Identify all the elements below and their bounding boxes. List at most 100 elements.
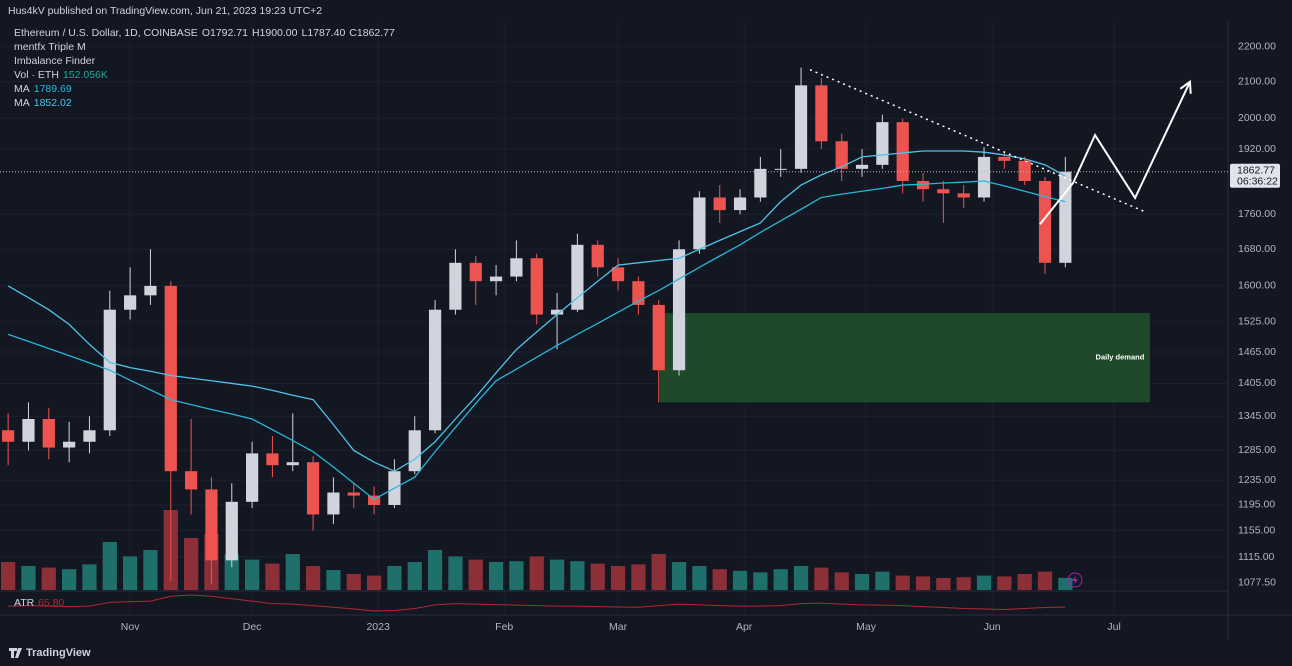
y-tick-label: 1077.50	[1238, 576, 1276, 588]
candle-body	[1018, 160, 1031, 181]
x-tick-label: Feb	[495, 621, 513, 633]
x-tick-label: Jul	[1107, 621, 1120, 633]
ohlc-label: C1862.77	[349, 27, 395, 39]
ohlc-label: H1900.00	[252, 27, 298, 39]
y-tick-label: 1680.00	[1238, 243, 1276, 255]
candle-body	[286, 462, 299, 466]
candle-body	[672, 249, 686, 371]
volume-bar	[265, 563, 280, 590]
volume-bar	[143, 550, 158, 590]
volume-bar	[651, 554, 666, 590]
ma-legend: MA	[14, 83, 30, 95]
candle-body	[794, 85, 808, 169]
volume-bar	[305, 566, 321, 590]
volume-bar	[21, 566, 36, 590]
volume-legend: Vol · ETH	[14, 69, 59, 81]
y-tick-label: 1155.00	[1238, 524, 1275, 536]
candle-body	[937, 189, 950, 194]
ohlc-label: L1787.40	[301, 27, 345, 39]
x-tick-label: Apr	[736, 621, 753, 633]
volume-bar	[753, 572, 768, 590]
y-tick-label: 1600.00	[1238, 280, 1276, 292]
volume-bar	[448, 556, 463, 590]
logo	[9, 648, 22, 658]
volume-bar	[468, 559, 483, 590]
indicator-label: mentfx Triple M	[14, 41, 86, 53]
candle-body	[550, 309, 564, 315]
candle-body	[571, 244, 584, 310]
candle-body	[713, 197, 726, 211]
candle-body	[367, 495, 381, 505]
x-tick-label: Mar	[609, 621, 628, 633]
volume-bar	[102, 542, 117, 590]
publisher: Hus4kV published on TradingView.com, Jun…	[8, 5, 322, 17]
projection-path	[1039, 81, 1191, 225]
volume-bar	[366, 575, 382, 590]
y-tick-label: 2000.00	[1238, 112, 1276, 124]
candle-body	[327, 492, 340, 515]
candle-body	[42, 418, 55, 448]
candle-body	[998, 156, 1011, 161]
volume-bar	[936, 578, 951, 590]
volume-bar	[712, 569, 727, 590]
x-tick-label: Nov	[121, 621, 140, 633]
candle-body	[266, 453, 279, 466]
candle-body	[63, 441, 76, 448]
volume-bar	[610, 566, 626, 590]
volume-bar	[570, 561, 585, 590]
candle-body	[510, 258, 523, 277]
candle-body	[449, 262, 462, 310]
y-tick-label: 1235.00	[1238, 474, 1276, 486]
y-tick-label: 2200.00	[1238, 41, 1276, 53]
candle-body	[733, 197, 747, 211]
candle-body	[977, 156, 991, 198]
volume-bar	[854, 574, 870, 590]
candle-body	[469, 262, 482, 282]
volume-bar	[244, 559, 260, 590]
volume-legend-value: 152.056K	[63, 69, 108, 81]
volume-bar	[631, 564, 646, 590]
volume-bar	[285, 554, 300, 590]
volume-bar	[671, 562, 687, 590]
last-price-box	[1230, 163, 1280, 188]
volume-bar	[895, 575, 910, 590]
atr-line	[8, 594, 1066, 612]
candle-body	[815, 85, 828, 142]
alert-bolt	[1072, 575, 1078, 585]
volume-bar	[183, 538, 199, 590]
x-tick-label: 2023	[366, 621, 390, 633]
y-tick-label: 1285.00	[1238, 444, 1276, 456]
volume-bar	[814, 567, 829, 590]
volume-bar	[793, 566, 809, 590]
volume-bar	[915, 576, 931, 590]
candle-body	[876, 122, 889, 165]
volume-bar	[875, 571, 890, 590]
indicator-label: Imbalance Finder	[14, 55, 96, 67]
ma-legend: MA	[14, 97, 30, 109]
volume-bar	[692, 566, 707, 590]
candle-body	[408, 430, 421, 472]
ohlc-label: O1792.71	[202, 27, 248, 39]
trendline	[809, 69, 1146, 213]
candle-body	[591, 244, 604, 268]
atr-value: 65.80	[38, 597, 64, 609]
y-tick-label: 1525.00	[1238, 316, 1276, 328]
volume-bar	[387, 566, 402, 590]
candle-body	[428, 309, 442, 431]
candle-body	[164, 285, 177, 472]
y-tick-label: 1405.00	[1238, 377, 1276, 389]
candle-body	[144, 285, 157, 296]
plot: Daily demand	[0, 22, 1228, 615]
candle-body	[83, 430, 96, 442]
candle-body	[835, 141, 848, 169]
y-tick-label: 1195.00	[1238, 499, 1275, 511]
ma-legend-value: 1852.02	[34, 97, 72, 109]
volume-bar	[82, 564, 97, 590]
volume-bar	[1, 562, 16, 590]
y-tick-label: 1345.00	[1238, 410, 1276, 422]
candle-body	[185, 471, 198, 490]
ma-line	[7, 150, 1066, 472]
volume-bar	[1017, 574, 1032, 590]
candle-body	[124, 295, 137, 310]
